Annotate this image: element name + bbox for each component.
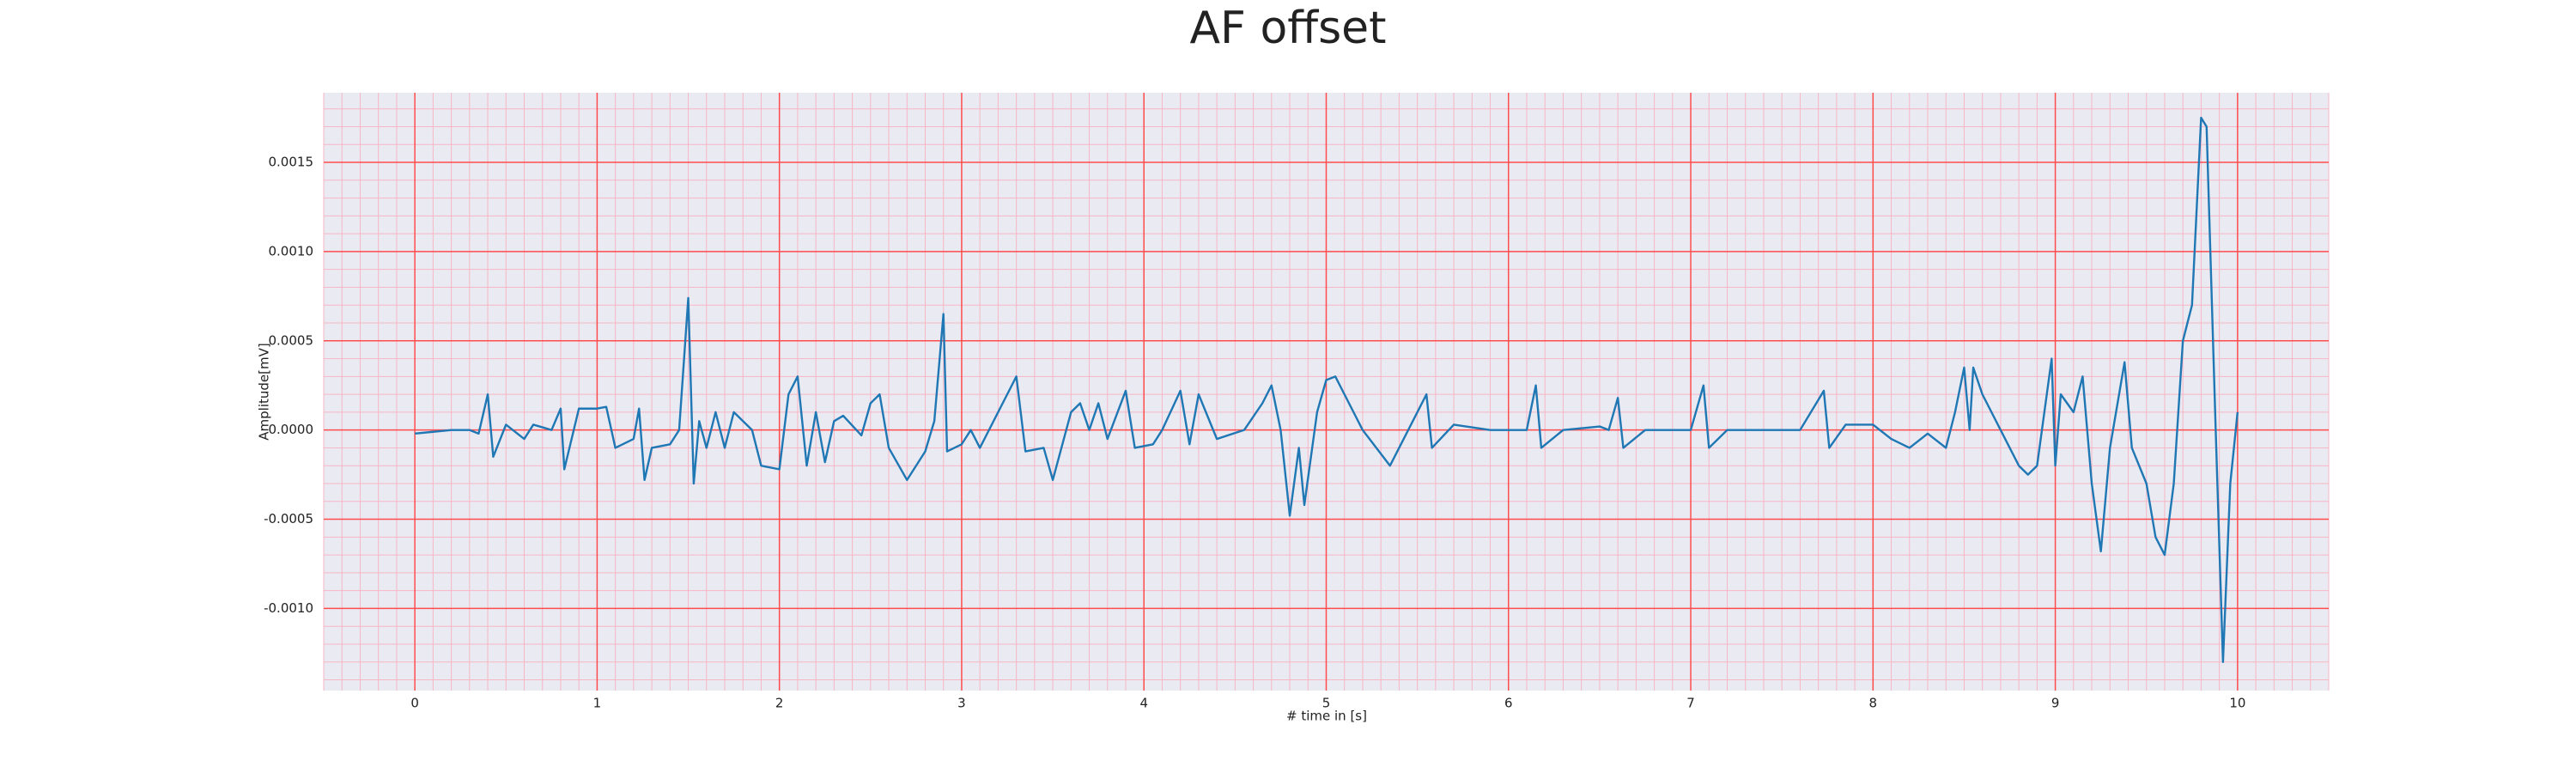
y-tick-label: -0.0005 <box>264 511 313 526</box>
y-tick-label: 0.0010 <box>269 243 314 259</box>
x-axis-label: # time in [s] <box>1286 709 1367 724</box>
x-tick-label: 2 <box>775 696 784 711</box>
x-tick-label: 4 <box>1139 696 1148 711</box>
y-axis-label: Amplitude[mV] <box>257 343 272 440</box>
x-tick-label: 6 <box>1504 696 1513 711</box>
x-tick-label: 7 <box>1686 696 1695 711</box>
x-tick-label: 3 <box>957 696 966 711</box>
y-tick-label: 0.0000 <box>269 422 314 437</box>
chart-title: AF offset <box>1189 3 1386 54</box>
y-tick-label: 0.0005 <box>269 332 314 348</box>
y-tick-label: -0.0010 <box>264 600 313 616</box>
y-tick-label: 0.0015 <box>269 155 314 170</box>
x-tick-label: 10 <box>2229 696 2245 711</box>
x-tick-label: 9 <box>2051 696 2060 711</box>
line-series <box>415 116 2239 663</box>
x-tick-label: 5 <box>1322 696 1331 711</box>
x-tick-label: 1 <box>593 696 602 711</box>
x-tick-label: 0 <box>410 696 419 711</box>
x-tick-label: 8 <box>1869 696 1878 711</box>
